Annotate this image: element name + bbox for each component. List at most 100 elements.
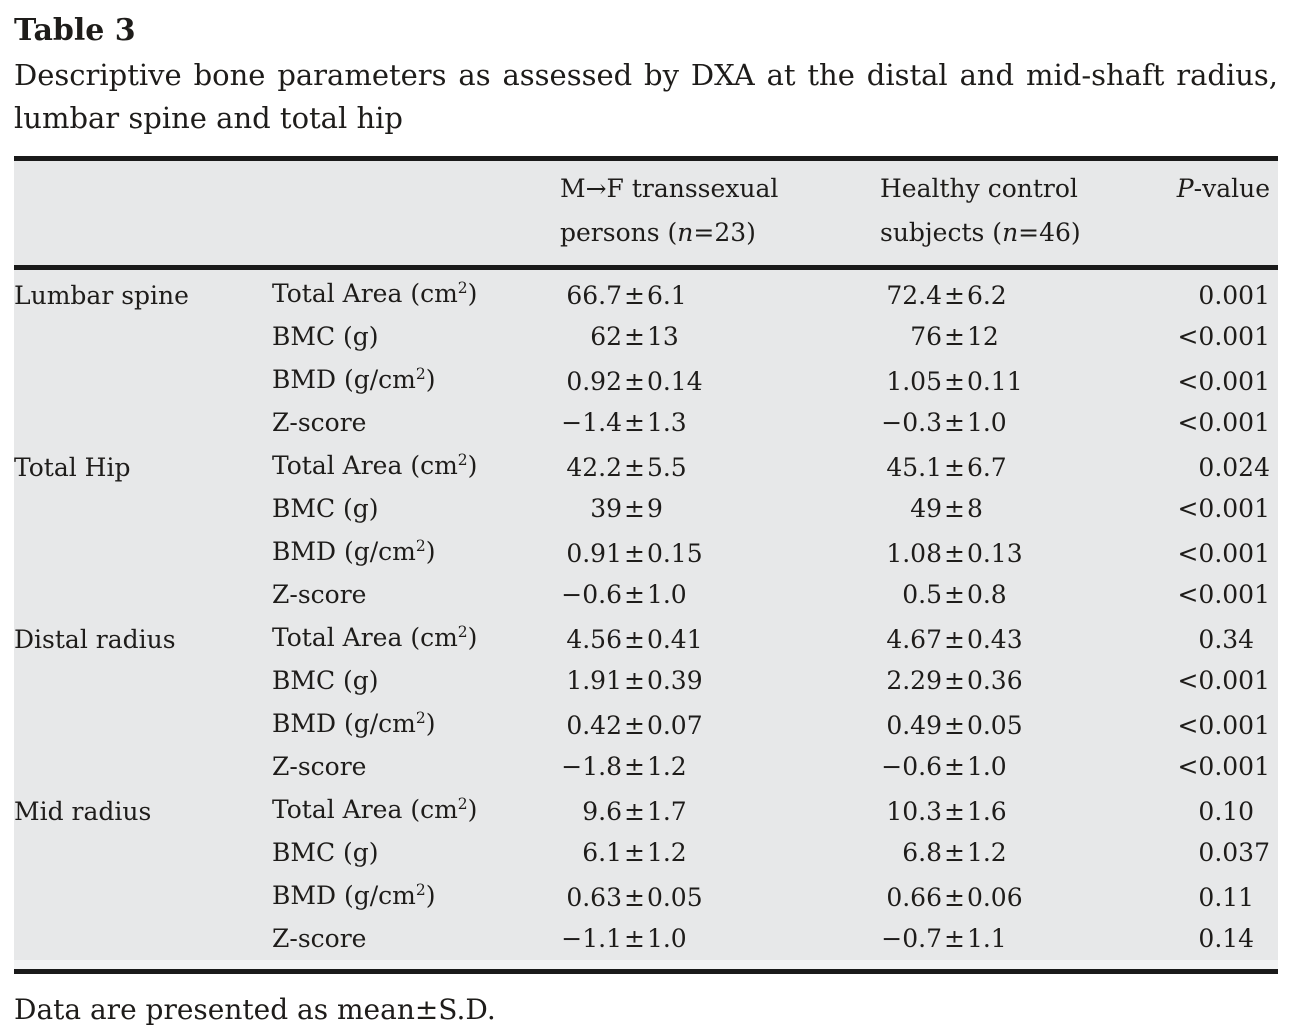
header-mf-line1: M→F transsexual xyxy=(560,174,779,203)
row-parameter-label: Z-score xyxy=(272,924,367,953)
value-hc: 1.08±0.13 xyxy=(880,532,1172,575)
table-row: Mid radius Total Area (cm2) 9.6±1.7 10.3±1.… xyxy=(14,788,1278,831)
superscript-2: 2 xyxy=(457,623,468,642)
sd-value: 0.43 xyxy=(966,625,1023,654)
value-mf: 0.42±0.07 xyxy=(560,704,880,747)
sd-value: 0.11 xyxy=(966,367,1023,396)
plus-minus-sign: ± xyxy=(624,408,645,437)
value-hc: 6.8±1.2 xyxy=(880,831,1172,874)
plus-minus-sign: ± xyxy=(624,924,645,953)
value-hc: 2.29±0.36 xyxy=(880,659,1172,702)
value-mf: 9.6±1.7 xyxy=(560,790,880,833)
superscript-2: 2 xyxy=(457,795,468,814)
plus-minus-sign: ± xyxy=(624,453,645,482)
row-parameter-label: Total Area (cm2) xyxy=(272,279,478,308)
table-body: Lumbar spine Total Area (cm2) 66.7±6.1 72.4… xyxy=(14,270,1278,960)
plus-minus-sign: ± xyxy=(944,924,965,953)
plus-minus-sign: ± xyxy=(624,322,645,351)
p-value-text: 0.001 xyxy=(1198,281,1270,310)
sd-value: 0.06 xyxy=(966,883,1023,912)
mean-value: 6.8 xyxy=(902,838,942,867)
plus-minus-sign: ± xyxy=(624,797,645,826)
plus-minus-sign: ± xyxy=(944,797,965,826)
p-value: 0.001 xyxy=(1172,274,1278,317)
sd-value: 1.0 xyxy=(646,924,687,953)
p-value-text: 0.037 xyxy=(1198,838,1270,867)
value-mf: 6.1±1.2 xyxy=(560,831,880,874)
plus-minus-sign: ± xyxy=(624,625,645,654)
row-parameter-label: BMC (g) xyxy=(272,666,379,695)
p-value-text: <0.001 xyxy=(1177,367,1270,396)
value-mf: 39±9 xyxy=(560,487,880,530)
sd-value: 1.7 xyxy=(646,797,687,826)
row-parameter-label: BMD (g/cm2) xyxy=(272,709,436,738)
plus-minus-sign: ± xyxy=(944,711,965,740)
p-value: <0.001 xyxy=(1172,487,1278,530)
sd-value: 1.2 xyxy=(646,752,687,781)
superscript-2: 2 xyxy=(457,451,468,470)
p-value: 0.110 xyxy=(1172,876,1278,919)
row-parameter-label: BMC (g) xyxy=(272,322,379,351)
row-parameter-label: Z-score xyxy=(272,580,367,609)
sd-value: 6.7 xyxy=(966,453,1007,482)
table-row: BMD (g/cm2) 0.92±0.14 1.05±0.11 <0.001 xyxy=(14,358,1278,401)
plus-minus-sign: ± xyxy=(624,666,645,695)
p-value: <0.001 xyxy=(1172,360,1278,403)
p-value: 0.024 xyxy=(1172,446,1278,489)
sd-value: 0.05 xyxy=(646,883,703,912)
header-mf-line2-post: =23) xyxy=(693,218,756,247)
sd-value: 6.1 xyxy=(646,281,687,310)
mean-value: −0.6 xyxy=(561,580,622,609)
header-p-symbol: P xyxy=(1176,174,1194,203)
mean-value: −1.1 xyxy=(561,924,622,953)
plus-minus-sign: ± xyxy=(624,539,645,568)
p-value-text: 0.34 xyxy=(1198,625,1255,654)
superscript-2: 2 xyxy=(415,537,426,556)
mean-value: 1.08 xyxy=(886,539,942,568)
row-parameter-label: BMD (g/cm2) xyxy=(272,365,436,394)
value-hc: −0.7±1.1 xyxy=(880,917,1172,960)
mean-value: 4.56 xyxy=(566,625,622,654)
table-row: BMD (g/cm2) 0.91±0.15 1.08±0.13 <0.001 xyxy=(14,530,1278,573)
p-value: <0.001 xyxy=(1172,401,1278,444)
sd-value: 1.0 xyxy=(966,752,1007,781)
table-row: BMD (g/cm2)0.63±0.050.66±0.060.110 xyxy=(14,874,1278,917)
table-row: BMC (g) 1.91±0.39 2.29±0.36 <0.001 xyxy=(14,659,1278,702)
plus-minus-sign: ± xyxy=(944,539,965,568)
value-hc: 72.4±6.2 xyxy=(880,274,1172,317)
plus-minus-sign: ± xyxy=(944,408,965,437)
mean-value: −1.4 xyxy=(561,408,622,437)
value-mf: 0.92±0.14 xyxy=(560,360,880,403)
value-mf: −1.8±1.2 xyxy=(560,745,880,788)
table-row: BMD (g/cm2) 0.42±0.07 0.49±0.05 <0.001 xyxy=(14,702,1278,745)
mean-value: 6.1 xyxy=(582,838,622,867)
row-parameter-label: BMD (g/cm2) xyxy=(272,881,436,910)
header-control-line2: subjects (n=46) xyxy=(880,211,1172,255)
p-value: 0.037 xyxy=(1172,831,1278,874)
mean-value: −0.6 xyxy=(881,752,942,781)
table-row: BMC (g) 6.1±1.2 6.8±1.2 0.037 xyxy=(14,831,1278,874)
p-value-text: <0.001 xyxy=(1177,494,1270,523)
value-hc: 0.49±0.05 xyxy=(880,704,1172,747)
caption-line-2: lumbar spine and total hip xyxy=(14,101,403,135)
header-control-line1: Healthy control xyxy=(880,174,1078,203)
sd-value: 1.2 xyxy=(646,838,687,867)
plus-minus-sign: ± xyxy=(624,580,645,609)
mean-value: 62 xyxy=(590,322,622,351)
header-mf-line2-pre: persons ( xyxy=(560,218,678,247)
p-value: 0.340 xyxy=(1172,618,1278,661)
sd-value: 5.5 xyxy=(646,453,687,482)
mean-value: 0.63 xyxy=(566,883,622,912)
mean-value: −0.3 xyxy=(881,408,942,437)
mean-value: 4.67 xyxy=(886,625,942,654)
value-hc: 76±12 xyxy=(880,315,1172,358)
p-value: <0.001 xyxy=(1172,745,1278,788)
sd-value: 0.36 xyxy=(966,666,1023,695)
mean-value: 49 xyxy=(910,494,942,523)
value-mf: 4.56±0.41 xyxy=(560,618,880,661)
table-row: Z-score −1.8±1.2 −0.6±1.0 <0.001 xyxy=(14,745,1278,788)
row-site-label: Lumbar spine xyxy=(14,281,189,310)
mean-value: 2.29 xyxy=(886,666,942,695)
sd-value: 0.15 xyxy=(646,539,703,568)
mean-value: 0.42 xyxy=(566,711,622,740)
